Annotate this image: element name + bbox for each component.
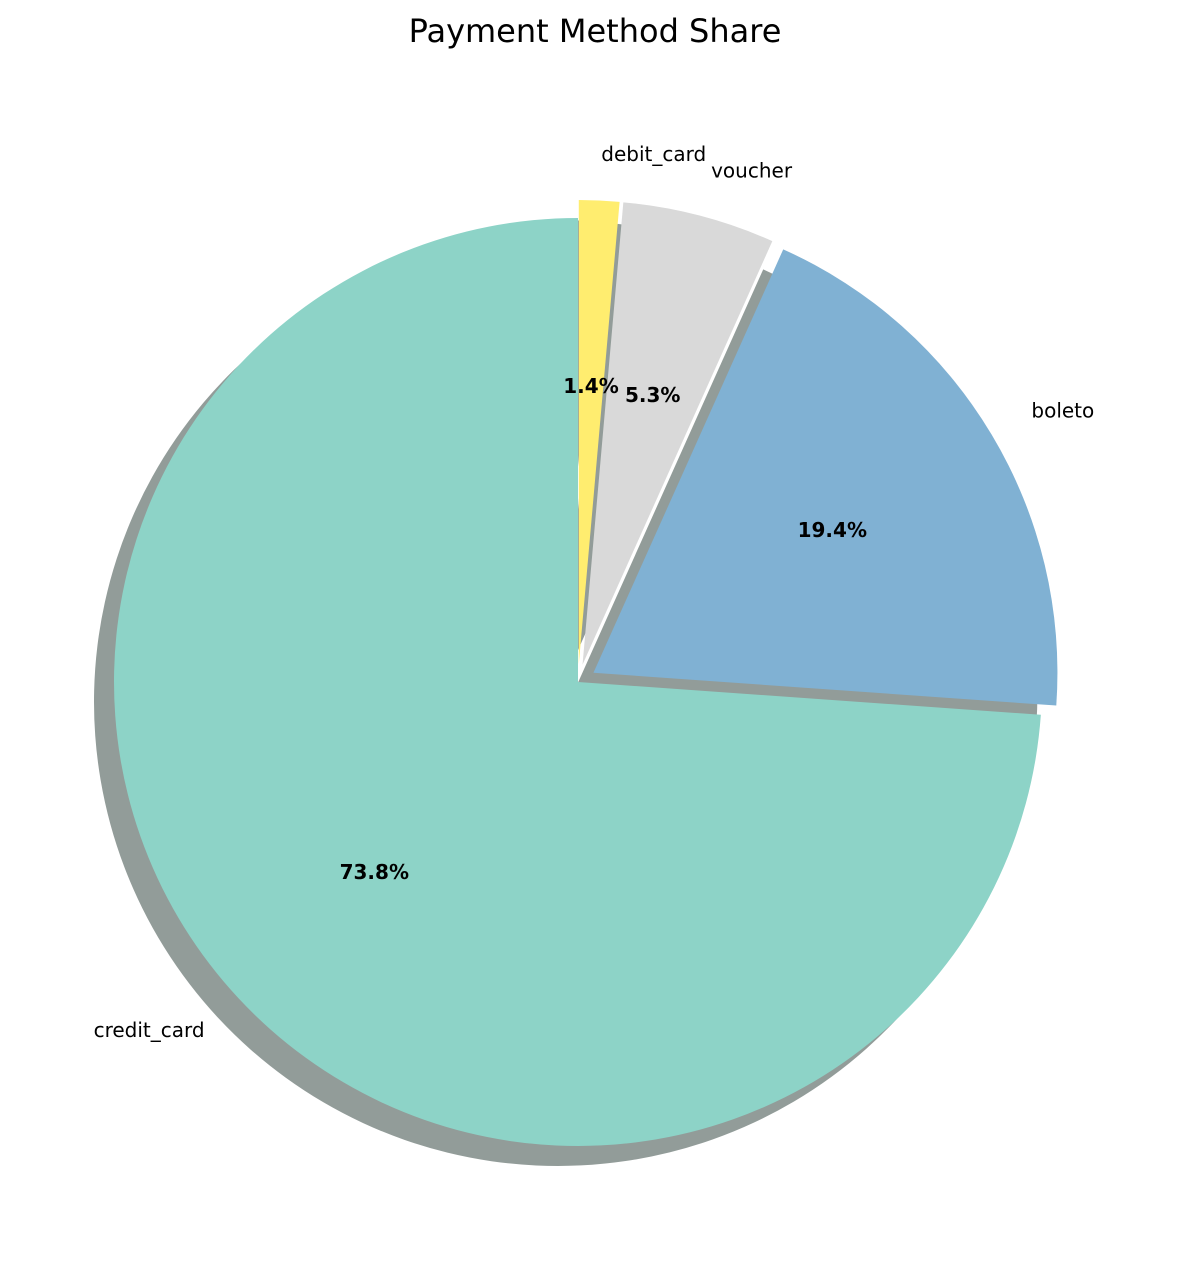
pie-slices: [114, 200, 1058, 1146]
slice-label-debit-card: debit_card: [601, 142, 706, 166]
chart-title: Payment Method Share: [409, 12, 782, 50]
slice-label-boleto: boleto: [1031, 399, 1094, 423]
slice-label-credit-card: credit_card: [94, 1018, 205, 1042]
percent-label-debit-card: 1.4%: [563, 374, 618, 398]
percent-label-boleto: 19.4%: [798, 518, 867, 542]
slice-voucher: [582, 202, 773, 665]
slice-credit-card: [114, 218, 1041, 1146]
slice-boleto: [593, 249, 1058, 706]
percent-label-voucher: 5.3%: [625, 383, 680, 407]
slice-label-voucher: voucher: [711, 159, 793, 183]
pie-labels: credit_card 73.8% boleto 19.4% voucher 5.3% de…: [94, 142, 1095, 1042]
percent-label-credit-card: 73.8%: [340, 860, 409, 884]
slice-debit-card: [578, 200, 620, 665]
